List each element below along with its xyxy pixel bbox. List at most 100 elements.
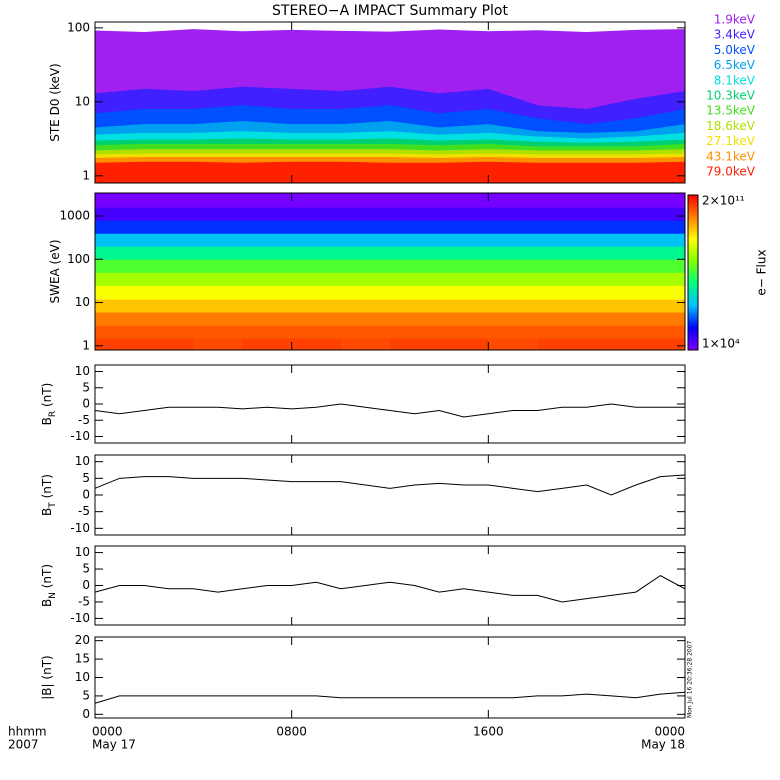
legend-entry: 6.5keV — [714, 58, 756, 72]
flux-cell — [488, 193, 538, 208]
y-axis-label: |B| (nT) — [40, 655, 54, 699]
y-axis-label: BR (nT) — [40, 383, 58, 426]
date-label: May 18 — [641, 738, 685, 752]
flux-cell — [95, 220, 145, 234]
y-axis-label-main: |B| — [40, 683, 54, 699]
flux-cell — [95, 207, 145, 221]
colorbar-label: 2×10¹¹ — [702, 194, 745, 208]
y-tick-label: 5 — [82, 688, 90, 702]
y-tick-label: 20 — [75, 633, 90, 647]
field-line — [94, 691, 686, 704]
flux-cell — [488, 325, 538, 339]
flux-cell — [586, 272, 637, 286]
y-axis-label-unit: (nT) — [40, 655, 54, 683]
legend-entry: 18.6keV — [706, 119, 756, 133]
flux-cell — [586, 193, 637, 208]
flux-cell — [439, 285, 489, 300]
legend-entry: 8.1keV — [714, 73, 756, 87]
y-tick-label: 5 — [82, 380, 90, 394]
flux-cell — [193, 312, 243, 326]
panel-frame — [94, 364, 686, 444]
y-tick-label: 100 — [67, 20, 90, 34]
flux-cell — [635, 233, 686, 247]
y-tick-label: 0 — [82, 397, 90, 411]
y-tick-label: 10 — [75, 545, 90, 559]
y-axis-label-main: B — [40, 599, 54, 607]
x-tick-label: 0800 — [276, 725, 307, 739]
flux-cell — [144, 272, 194, 286]
flux-cell — [193, 220, 243, 234]
y-tick-label: 0 — [82, 707, 90, 721]
flux-cell — [340, 193, 391, 208]
flux-cell — [95, 325, 145, 339]
flux-cell — [586, 299, 637, 313]
flux-cell — [291, 285, 342, 300]
flux-cell — [144, 207, 194, 221]
flux-cell — [242, 338, 293, 351]
flux-cell — [439, 246, 489, 260]
flux-cell — [635, 193, 686, 208]
flux-cell — [291, 259, 342, 273]
flux-cell — [537, 338, 588, 351]
y-tick-label: 10 — [75, 94, 90, 108]
y-tick-label: 10 — [75, 670, 90, 684]
y-tick-label: 10 — [75, 295, 90, 309]
flux-cell — [242, 193, 293, 208]
y-axis-label-unit: (nT) — [40, 383, 54, 411]
y-tick-label: 0 — [82, 488, 90, 502]
flux-cell — [242, 285, 293, 300]
date-label: May 17 — [92, 738, 136, 752]
flux-cell — [291, 325, 342, 339]
flux-cell — [488, 338, 538, 351]
flux-cell — [144, 299, 194, 313]
field-line — [94, 403, 685, 418]
flux-cell — [390, 220, 440, 234]
flux-cell — [193, 193, 243, 208]
y-tick-label: 10 — [75, 454, 90, 468]
flux-cell — [242, 272, 293, 286]
flux-cell — [193, 233, 243, 247]
flux-cell — [586, 207, 637, 221]
flux-cell — [635, 259, 686, 273]
flux-cell — [488, 272, 538, 286]
flux-cell — [95, 338, 145, 351]
y-axis-label: SWEA (eV) — [48, 239, 62, 303]
y-tick-label: 0 — [82, 578, 90, 592]
y-tick-label: 5 — [82, 471, 90, 485]
flux-cell — [242, 220, 293, 234]
flux-cell — [193, 272, 243, 286]
flux-cell — [537, 272, 588, 286]
flux-cell — [193, 325, 243, 339]
y-axis-label: BT (nT) — [40, 474, 58, 516]
flux-cell — [193, 207, 243, 221]
flux-cell — [537, 233, 588, 247]
y-tick-label: -10 — [70, 521, 90, 535]
flux-cell — [144, 285, 194, 300]
flux-cell — [488, 220, 538, 234]
flux-cell — [95, 312, 145, 326]
flux-cell — [242, 299, 293, 313]
x-tick-label: 0000 — [654, 725, 685, 739]
y-axis-label-main: STE D0 (keV) — [48, 63, 62, 142]
flux-cell — [291, 299, 342, 313]
flux-cell — [340, 272, 391, 286]
flux-cell — [390, 233, 440, 247]
panel-frame — [94, 454, 686, 536]
y-tick-label: -5 — [78, 413, 90, 427]
flux-cell — [340, 325, 391, 339]
legend-entry: 13.5keV — [706, 104, 756, 118]
flux-cell — [586, 325, 637, 339]
flux-cell — [439, 220, 489, 234]
flux-cell — [537, 312, 588, 326]
field-line — [94, 474, 686, 496]
y-axis-label-sub: R — [48, 411, 58, 417]
y-axis-label: STE D0 (keV) — [48, 63, 62, 142]
x-tick-label: 0000 — [92, 725, 123, 739]
y-tick-label: 15 — [75, 652, 90, 666]
flux-cell — [439, 193, 489, 208]
flux-cell — [193, 285, 243, 300]
y-tick-label: 1 — [82, 168, 90, 182]
flux-cell — [95, 193, 145, 208]
flux-cell — [635, 207, 686, 221]
